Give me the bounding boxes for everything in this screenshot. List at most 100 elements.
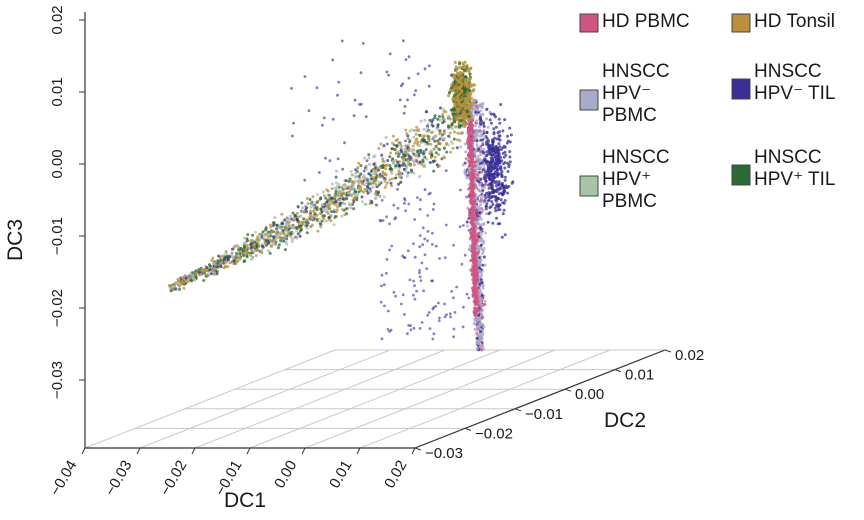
data-point	[209, 272, 213, 276]
legend-label: HPV⁺	[602, 169, 651, 190]
data-point	[396, 188, 399, 191]
data-point	[474, 302, 478, 306]
data-point	[380, 164, 384, 168]
data-point	[471, 135, 475, 139]
data-point	[480, 303, 484, 307]
data-point	[490, 153, 494, 157]
dc3-tick-label: 0.02	[49, 5, 66, 34]
data-point	[241, 248, 245, 252]
data-point	[204, 273, 208, 277]
data-point	[478, 317, 482, 320]
data-point	[431, 279, 434, 283]
data-point	[371, 185, 375, 189]
data-point	[322, 214, 326, 218]
data-point	[474, 156, 478, 159]
data-point	[310, 216, 314, 220]
data-point	[426, 239, 429, 243]
data-point	[415, 289, 418, 293]
data-point	[295, 211, 299, 215]
data-point	[425, 157, 429, 161]
grid-line-dc1	[194, 349, 446, 449]
data-point	[318, 222, 322, 226]
data-point	[379, 300, 383, 304]
data-point	[503, 175, 507, 179]
data-point	[384, 173, 388, 177]
data-point	[496, 202, 500, 206]
data-point	[452, 96, 456, 100]
data-point	[283, 248, 287, 252]
data-point	[344, 207, 348, 211]
data-point	[391, 134, 395, 138]
data-point	[450, 73, 454, 77]
data-point	[467, 194, 471, 198]
data-point	[498, 166, 502, 170]
data-point	[498, 203, 502, 207]
data-point	[479, 297, 483, 301]
data-point	[447, 143, 451, 147]
data-point	[373, 192, 377, 196]
data-point	[463, 169, 467, 172]
data-point	[484, 179, 488, 183]
data-point	[305, 197, 309, 200]
data-point	[222, 257, 226, 261]
data-point	[329, 219, 333, 223]
data-point	[497, 117, 501, 121]
data-point	[242, 241, 246, 245]
data-point	[478, 237, 482, 241]
data-point	[322, 116, 326, 120]
data-point	[359, 189, 363, 192]
data-point	[479, 145, 483, 148]
data-point	[428, 118, 432, 122]
data-point	[475, 318, 479, 322]
data-point	[193, 277, 196, 281]
data-point	[469, 233, 473, 237]
data-point	[353, 98, 357, 102]
data-point	[348, 177, 352, 181]
data-point	[360, 195, 364, 199]
data-point	[405, 166, 409, 170]
data-point	[491, 138, 494, 142]
data-point	[215, 263, 219, 267]
data-point	[358, 103, 361, 106]
data-point	[490, 158, 493, 162]
data-point	[420, 321, 424, 324]
data-point	[456, 96, 460, 100]
data-point	[510, 181, 514, 185]
legend-swatch	[731, 78, 751, 100]
data-point	[404, 58, 408, 61]
grid-line-dc1	[139, 349, 391, 449]
data-point	[246, 239, 250, 243]
data-point	[492, 179, 496, 183]
data-point	[427, 311, 431, 314]
data-point	[509, 133, 513, 137]
data-point	[496, 147, 499, 151]
data-point	[437, 153, 440, 156]
data-point	[418, 144, 422, 148]
data-point	[477, 340, 481, 344]
data-point	[244, 248, 248, 252]
data-point	[462, 120, 466, 124]
data-point	[442, 137, 446, 141]
data-point	[250, 257, 253, 261]
data-point	[475, 220, 479, 224]
grid-line-dc1	[249, 349, 501, 449]
data-point	[341, 167, 345, 171]
data-point	[431, 337, 435, 341]
data-point	[418, 269, 421, 272]
data-point	[273, 216, 277, 220]
data-point	[374, 179, 378, 182]
data-point	[481, 103, 485, 107]
data-point	[467, 70, 471, 74]
data-point	[269, 225, 273, 229]
data-point	[497, 142, 501, 146]
data-point	[409, 324, 412, 327]
data-point	[480, 341, 484, 345]
data-point	[457, 85, 461, 89]
data-point	[484, 160, 488, 164]
data-point	[478, 211, 482, 215]
data-point	[452, 335, 455, 339]
data-point	[271, 242, 275, 246]
data-point	[355, 198, 359, 202]
legend-label: HNSCC	[754, 61, 822, 82]
data-point	[315, 217, 319, 221]
